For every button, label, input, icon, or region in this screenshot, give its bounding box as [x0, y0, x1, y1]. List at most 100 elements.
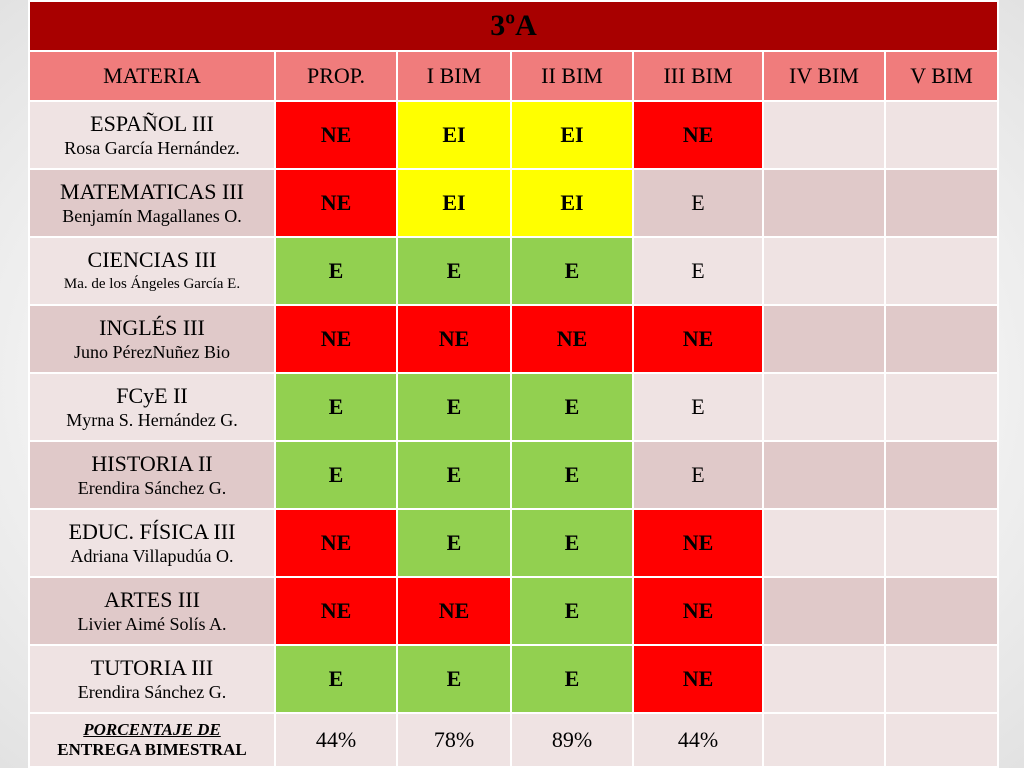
grade-cell: E — [396, 508, 512, 578]
table-row: INGLÉS III Juno PérezNuñez Bio NE NE NE NE — [28, 304, 1000, 374]
grade-cell: NE — [274, 100, 398, 170]
grade-cell — [762, 644, 886, 714]
grade-cell: E — [510, 576, 634, 646]
grade-cell: EI — [510, 168, 634, 238]
subject-cell: EDUC. FÍSICA III Adriana Villapudúa O. — [28, 508, 276, 578]
grade-cell — [883, 100, 1000, 170]
grade-cell — [762, 576, 886, 646]
grade-cell — [762, 236, 886, 306]
subject-cell: HISTORIA II Erendira Sánchez G. — [28, 440, 276, 510]
subject-cell: ARTES III Livier Aimé Solís A. — [28, 576, 276, 646]
header-i-bim: I BIM — [396, 50, 512, 102]
percentage-iii-bim: 44% — [632, 712, 764, 768]
grade-cell: E — [396, 236, 512, 306]
subject-name: INGLÉS III — [99, 315, 205, 340]
grade-cell: NE — [274, 508, 398, 578]
grade-cell: E — [510, 440, 634, 510]
subject-cell: ESPAÑOL III Rosa García Hernández. — [28, 100, 276, 170]
subject-name: EDUC. FÍSICA III — [68, 519, 236, 544]
grade-cell: NE — [396, 576, 512, 646]
grade-cell: NE — [510, 304, 634, 374]
grade-cell — [762, 440, 886, 510]
subject-name: ARTES III — [104, 587, 200, 612]
grade-cell: E — [632, 440, 764, 510]
percentage-label: PORCENTAJE DE ENTREGA BIMESTRAL — [28, 712, 276, 768]
grade-cell: NE — [274, 576, 398, 646]
grade-cell: E — [510, 644, 634, 714]
grade-cell — [883, 440, 1000, 510]
grade-cell: E — [396, 644, 512, 714]
grade-cell — [883, 168, 1000, 238]
table-row: TUTORIA III Erendira Sánchez G. E E E NE — [28, 644, 1000, 714]
percentage-ii-bim: 89% — [510, 712, 634, 768]
subject-cell: FCyE II Myrna S. Hernández G. — [28, 372, 276, 442]
grade-cell: E — [510, 508, 634, 578]
grade-cell: E — [274, 644, 398, 714]
grade-cell — [883, 372, 1000, 442]
grade-cell: E — [274, 440, 398, 510]
grade-cell: E — [510, 236, 634, 306]
teacher-name: Rosa García Hernández. — [64, 138, 240, 158]
grade-cell: EI — [396, 100, 512, 170]
table-body: ESPAÑOL III Rosa García Hernández. NE EI EI N… — [28, 100, 1000, 714]
grade-cell: E — [632, 236, 764, 306]
grade-cell — [883, 508, 1000, 578]
percentage-label-line2: ENTREGA BIMESTRAL — [57, 740, 247, 759]
grade-cell: NE — [632, 100, 764, 170]
grade-cell — [762, 508, 886, 578]
subject-name: FCyE II — [116, 383, 188, 408]
teacher-name: Ma. de los Ángeles García E. — [63, 276, 241, 292]
teacher-name: Livier Aimé Solís A. — [77, 614, 227, 634]
header-iii-bim: III BIM — [632, 50, 764, 102]
header-v-bim: V BIM — [883, 50, 1000, 102]
grade-cell: EI — [396, 168, 512, 238]
header-iv-bim: IV BIM — [762, 50, 886, 102]
percentage-prop: 44% — [274, 712, 398, 768]
table-title: 3ºA — [27, 0, 1000, 52]
teacher-name: Benjamín Magallanes O. — [62, 206, 242, 226]
table-row: FCyE II Myrna S. Hernández G. E E E E — [28, 372, 1000, 442]
grade-cell: E — [274, 236, 398, 306]
title-row: 3ºA — [27, 0, 1000, 52]
teacher-name: Erendira Sánchez G. — [77, 478, 227, 498]
table-row: EDUC. FÍSICA III Adriana Villapudúa O. NE E… — [28, 508, 1000, 578]
grade-cell: E — [510, 372, 634, 442]
teacher-name: Adriana Villapudúa O. — [70, 546, 234, 566]
grades-table: 3ºA MATERIA PROP. I BIM II BIM III BIM I… — [27, 0, 1000, 768]
percentage-v-bim — [883, 712, 1000, 768]
grade-cell: NE — [396, 304, 512, 374]
grade-cell: NE — [632, 644, 764, 714]
grade-cell: E — [632, 168, 764, 238]
grade-cell: NE — [632, 508, 764, 578]
table-row: MATEMATICAS III Benjamín Magallanes O. NE E… — [28, 168, 1000, 238]
teacher-name: Erendira Sánchez G. — [77, 682, 227, 702]
grade-cell: NE — [274, 168, 398, 238]
percentage-iv-bim — [762, 712, 886, 768]
header-materia: MATERIA — [28, 50, 276, 102]
percentage-i-bim: 78% — [396, 712, 512, 768]
subject-cell: TUTORIA III Erendira Sánchez G. — [28, 644, 276, 714]
subject-name: HISTORIA II — [91, 451, 213, 476]
subject-name: TUTORIA III — [90, 655, 214, 680]
grade-cell: E — [396, 372, 512, 442]
subject-cell: MATEMATICAS III Benjamín Magallanes O. — [28, 168, 276, 238]
table-row: ESPAÑOL III Rosa García Hernández. NE EI EI N… — [28, 100, 1000, 170]
subject-name: ESPAÑOL III — [90, 111, 214, 136]
grade-cell: NE — [632, 576, 764, 646]
subject-name: CIENCIAS III — [87, 247, 217, 272]
subject-name: MATEMATICAS III — [60, 179, 244, 204]
subject-cell: CIENCIAS III Ma. de los Ángeles García E. — [28, 236, 276, 306]
grade-cell — [883, 236, 1000, 306]
grade-cell — [883, 644, 1000, 714]
grade-cell — [762, 372, 886, 442]
grade-cell: E — [396, 440, 512, 510]
teacher-name: Juno PérezNuñez Bio — [74, 342, 230, 362]
percentage-label-line1: PORCENTAJE DE — [83, 720, 221, 739]
grade-cell — [883, 304, 1000, 374]
table-row: CIENCIAS III Ma. de los Ángeles García E.… — [28, 236, 1000, 306]
header-ii-bim: II BIM — [510, 50, 634, 102]
grade-cell — [762, 168, 886, 238]
grade-cell: E — [632, 372, 764, 442]
grade-cell — [762, 304, 886, 374]
